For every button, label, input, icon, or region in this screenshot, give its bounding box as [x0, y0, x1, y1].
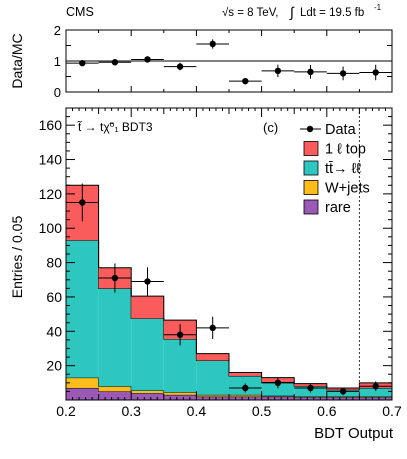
ratio-point — [209, 40, 216, 48]
bar-0-9 — [359, 397, 392, 400]
bar-2-2 — [131, 318, 164, 391]
bar-0-3 — [163, 394, 197, 400]
y-tick-label: 60 — [46, 289, 62, 305]
bar-0-6 — [261, 396, 295, 400]
ratio-point — [79, 59, 86, 67]
bar-0-4 — [196, 396, 229, 400]
legend-label: rare — [325, 200, 351, 216]
legend: Data 1 ℓ top tt̄→ ℓℓ W+jets rare — [300, 122, 370, 216]
bar-2-4 — [196, 360, 229, 395]
bar-0-8 — [326, 397, 360, 400]
series-outline-3 — [66, 184, 392, 389]
bar-3-2 — [131, 296, 164, 319]
legend-label: 1 ℓ top — [325, 142, 366, 158]
data-point — [176, 331, 184, 338]
bar-0-0 — [66, 387, 99, 400]
bar-2-1 — [98, 288, 132, 387]
x-tick-label: 0.4 — [187, 403, 207, 419]
bar-1-3 — [163, 392, 197, 395]
ratio-panel: 0 1 2 — [54, 23, 393, 100]
bar-1-5 — [229, 394, 262, 397]
y-tick-label: 100 — [39, 220, 63, 236]
legend-label: tt̄→ ℓℓ — [325, 161, 361, 177]
y-tick-label: 40 — [46, 323, 62, 339]
legend-label: W+jets — [325, 181, 370, 197]
ratio-point — [144, 56, 151, 63]
experiment-label: CMS — [66, 5, 94, 19]
bar-1-0 — [66, 377, 99, 388]
ratio-point — [372, 69, 379, 76]
data-point — [372, 383, 379, 390]
ratio-point — [339, 70, 347, 77]
ratio-point — [274, 67, 282, 75]
bar-1-2 — [131, 390, 164, 394]
x-tick-label: 0.5 — [252, 403, 272, 419]
data-point — [111, 274, 119, 282]
lumi-label: Ldt = 19.5 fb — [300, 7, 364, 19]
data-point — [274, 379, 282, 387]
bar-2-6 — [261, 381, 295, 396]
bar-0-7 — [294, 397, 327, 400]
bar-0-5 — [229, 396, 262, 400]
legend-swatch — [303, 160, 319, 176]
y-tick-label: 80 — [46, 255, 62, 271]
bar-2-3 — [163, 339, 197, 393]
y-tick-label: 140 — [39, 152, 63, 168]
bar-2-9 — [359, 387, 392, 397]
energy-label: √s = 8 TeV, — [222, 6, 279, 19]
x-tick-label: 0.6 — [317, 403, 337, 419]
main-panel: 0.2 0.3 0.4 0.5 0.6 0.7 20 40 60 80 100 120 140 160 — [39, 107, 402, 419]
ratio-y-axis-label: Data/MC — [9, 33, 25, 88]
ratio-point — [111, 59, 119, 66]
data-point — [79, 199, 86, 206]
bar-3-5 — [229, 372, 262, 376]
data-point — [242, 384, 249, 392]
ratio-point — [176, 63, 184, 70]
lumi-exponent: -1 — [374, 3, 382, 12]
bar-0-1 — [98, 391, 132, 400]
y-tick-label: 20 — [46, 358, 62, 374]
panel-label: (c) — [263, 120, 278, 135]
ratio-y-tick-label: 1 — [54, 54, 61, 69]
y-tick-label: 160 — [39, 117, 63, 133]
legend-swatch — [303, 180, 319, 195]
legend-swatch — [303, 141, 319, 156]
ratio-y-tick-label: 2 — [54, 23, 61, 38]
x-axis-label: BDT Output — [314, 425, 394, 442]
data-point — [339, 388, 347, 395]
x-tick-label: 0.3 — [121, 403, 141, 419]
x-tick-label: 0.2 — [56, 403, 76, 419]
main-y-axis-label: Entries / 0.05 — [9, 216, 25, 299]
ratio-point — [307, 68, 314, 76]
legend-label: Data — [325, 122, 357, 138]
ratio-y-tick-label: 0 — [54, 85, 61, 100]
data-point — [144, 278, 151, 285]
bar-0-2 — [131, 393, 164, 400]
ratio-point — [242, 77, 249, 85]
y-tick-label: 120 — [39, 186, 63, 202]
x-tick-label: 0.7 — [382, 403, 402, 419]
data-point — [307, 384, 314, 392]
bar-2-0 — [66, 240, 99, 378]
signal-title: t̃ → tχ̃⁰₁ BDT3 — [77, 119, 153, 134]
data-point — [209, 324, 216, 332]
bar-3-4 — [196, 353, 229, 361]
legend-swatch — [303, 199, 319, 215]
bar-1-1 — [98, 386, 132, 392]
integral-symbol: ∫ — [289, 4, 295, 20]
bar-1-4 — [196, 394, 229, 397]
legend-data-marker — [306, 125, 314, 133]
